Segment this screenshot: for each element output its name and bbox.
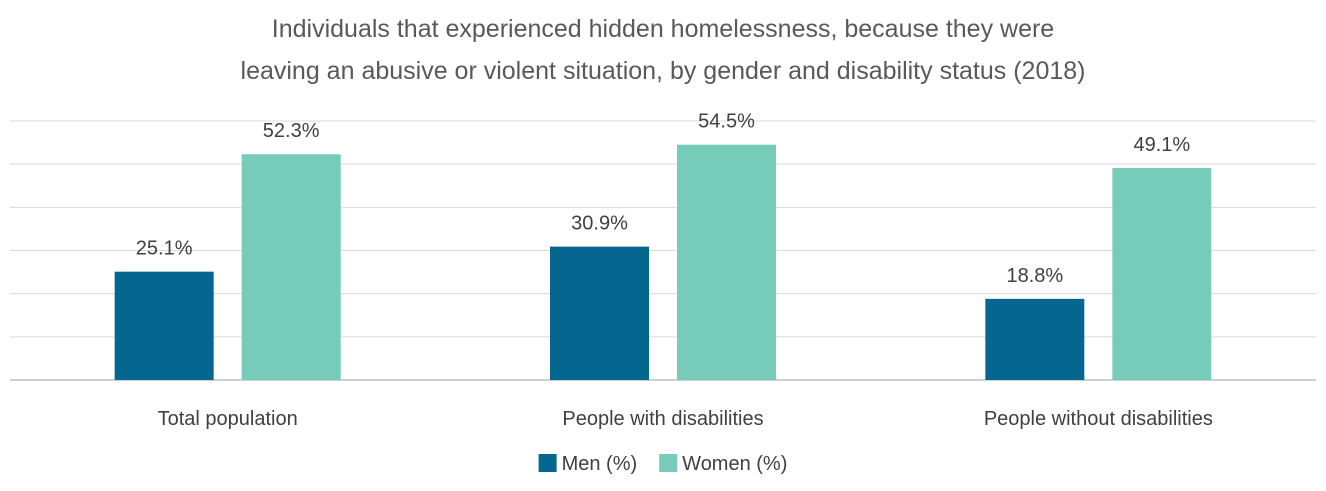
- chart-title: Individuals that experienced hidden home…: [241, 15, 1086, 85]
- legend-swatch-0: [538, 454, 557, 472]
- chart-title-line-2: leaving an abusive or violent situation,…: [241, 57, 1086, 85]
- bar-men-0: [114, 271, 214, 380]
- bar-men-2: [985, 298, 1085, 380]
- category-label-0: Total population: [158, 408, 298, 430]
- data-label-women-2: 49.1%: [1133, 134, 1190, 156]
- gridlines: [10, 120, 1316, 381]
- data-labels: 25.1% 52.3% 30.9% 54.5% 18.8% 49.1%: [136, 111, 1191, 287]
- data-label-women-0: 52.3%: [263, 120, 320, 142]
- bar-women-2: [1112, 168, 1212, 380]
- category-label-2: People without disabilities: [984, 408, 1213, 430]
- data-label-men-0: 25.1%: [136, 238, 193, 260]
- data-label-men-2: 18.8%: [1006, 265, 1063, 287]
- category-labels: Total population People with disabilities…: [158, 408, 1213, 430]
- data-label-men-1: 30.9%: [571, 213, 628, 235]
- bar-men-1: [550, 246, 649, 380]
- legend: Men (%) Women (%): [538, 453, 787, 475]
- data-label-women-1: 54.5%: [698, 111, 755, 133]
- legend-label-1: Women (%): [682, 453, 787, 475]
- bar-women-1: [677, 144, 776, 380]
- bars: [114, 144, 1212, 380]
- bar-women-0: [241, 154, 341, 380]
- legend-swatch-1: [659, 454, 678, 472]
- chart-title-line-1: Individuals that experienced hidden home…: [272, 15, 1054, 43]
- legend-label-0: Men (%): [562, 453, 638, 475]
- category-label-1: People with disabilities: [562, 408, 763, 430]
